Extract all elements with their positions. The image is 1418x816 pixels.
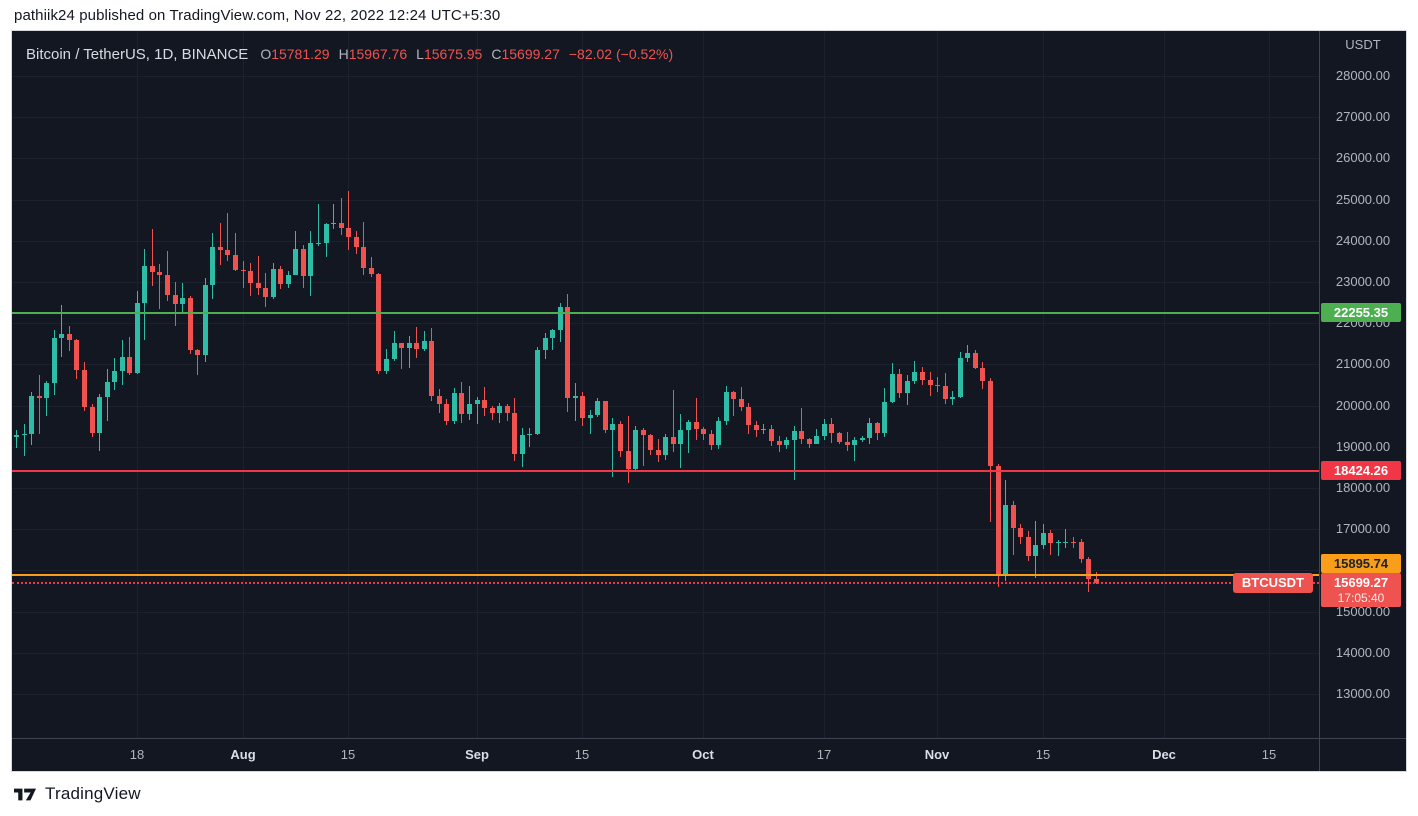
price-tick: 18000.00 — [1335, 480, 1391, 495]
time-tick: Nov — [924, 747, 950, 762]
time-axis[interactable]: 18 Aug 15 Sep 15 Oct 17 Nov 15 Dec 15 — [12, 738, 1406, 771]
price-level-label: 18424.26 — [1321, 461, 1401, 481]
price-tick: 15000.00 — [1335, 603, 1391, 619]
level-line[interactable] — [12, 311, 1319, 314]
symbol-title[interactable]: Bitcoin / TetherUS, 1D, BINANCE — [26, 46, 249, 63]
level-line[interactable] — [12, 469, 1319, 472]
footer-brand: TradingView — [14, 784, 141, 804]
chart-container: BTCUSDT USDT 28000.00 27000.00 26000.00 250… — [12, 31, 1406, 771]
level-line[interactable] — [12, 573, 1319, 576]
price-tick: 23000.00 — [1335, 274, 1391, 289]
open-label: O — [260, 46, 272, 62]
time-tick: Dec — [1152, 747, 1176, 762]
price-tick: 24000.00 — [1335, 232, 1391, 248]
ohlc-low: L15675.95 — [416, 46, 482, 62]
low-value: 15675.95 — [423, 46, 483, 62]
close-value: 15699.27 — [501, 46, 560, 62]
level-line[interactable] — [12, 581, 1319, 584]
time-tick: 18 — [129, 747, 145, 762]
high-label: H — [338, 46, 349, 62]
time-tick: 15 — [1035, 747, 1051, 762]
chart-legend: Bitcoin / TetherUS, 1D, BINANCE O15781.2… — [26, 46, 673, 63]
time-tick: Aug — [230, 747, 256, 762]
price-level-label: 15895.74 — [1321, 554, 1401, 574]
price-level-label: 22255.35 — [1321, 303, 1401, 323]
price-tick: 19000.00 — [1335, 438, 1391, 454]
close-label: C — [491, 46, 502, 62]
axis-separator — [1319, 31, 1320, 771]
bar-countdown: 17:05:40 — [1337, 591, 1385, 606]
price-tick: 27000.00 — [1335, 109, 1391, 125]
price-tick: 26000.00 — [1335, 150, 1391, 166]
time-tick: 15 — [340, 747, 356, 762]
price-tick: 25000.00 — [1335, 191, 1391, 207]
high-value: 15967.76 — [348, 46, 408, 62]
ohlc-high: H15967.76 — [339, 46, 408, 62]
price-axis-currency: USDT — [1345, 37, 1381, 52]
ohlc-close: C15699.27 — [491, 46, 560, 62]
change-value: −82.02 (−0.52%) — [568, 46, 674, 62]
price-tick: 13000.00 — [1335, 686, 1391, 701]
price-tick: 14000.00 — [1335, 644, 1391, 660]
last-price-value: 15699.27 — [1333, 575, 1389, 591]
low-label: L — [416, 46, 424, 62]
time-tick: 15 — [574, 747, 590, 762]
tradingview-logo-icon[interactable] — [14, 788, 36, 801]
tradingview-wordmark[interactable]: TradingView — [45, 784, 141, 803]
time-tick: 17 — [816, 747, 832, 762]
published-caption: pathiik24 published on TradingView.com, … — [14, 7, 501, 24]
open-value: 15781.29 — [271, 46, 330, 62]
price-tick: 21000.00 — [1335, 356, 1391, 372]
last-price-label: 15699.27 17:05:40 — [1321, 573, 1401, 608]
series-label-tag: BTCUSDT — [1232, 572, 1313, 593]
time-tick: Oct — [692, 747, 714, 762]
price-axis[interactable]: USDT 28000.00 27000.00 26000.00 25000.00 240… — [1320, 31, 1406, 738]
price-tick: 17000.00 — [1335, 521, 1391, 537]
ohlc-open: O15781.29 — [260, 46, 329, 62]
time-tick: 15 — [1261, 747, 1277, 762]
plot-area[interactable]: BTCUSDT — [12, 31, 1319, 738]
price-tick: 20000.00 — [1335, 397, 1391, 413]
time-tick: Sep — [465, 747, 489, 762]
candlestick-series — [14, 191, 1099, 592]
price-tick: 28000.00 — [1335, 68, 1391, 83]
